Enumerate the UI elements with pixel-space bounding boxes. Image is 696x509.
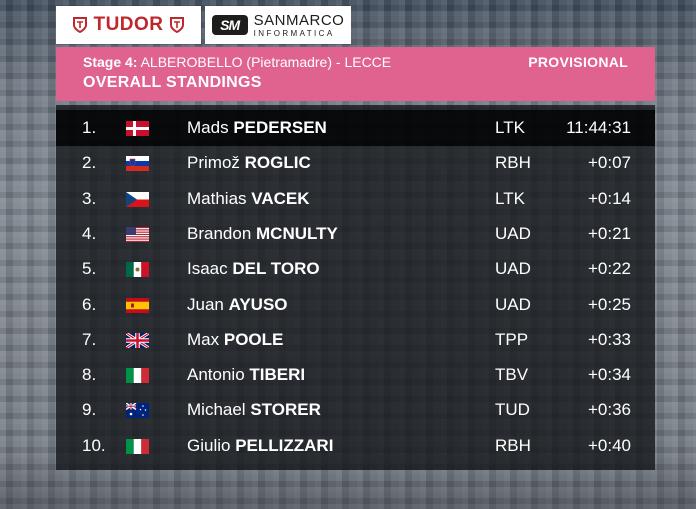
tudor-shield-icon [73,17,88,33]
table-row: 8. Antonio TIBERI TBV +0:34 [56,357,655,393]
rank-position: 2. [82,153,97,172]
sponsor-bar: TUDOR SM SANMARCO INFORMATICA [56,6,351,44]
rider-last-name: POOLE [223,330,284,349]
team-code: TBV [495,365,529,384]
rider-first-name: Max [187,330,220,349]
time-gap: +0:14 [587,189,631,208]
rank-position: 8. [82,365,97,384]
rider-first-name: Mathias [187,189,247,208]
rider-name: Max POOLE [187,322,283,358]
time-gap: +0:36 [587,400,631,419]
rider-name: Primož ROGLIC [187,145,311,181]
rank-position: 6. [82,295,97,314]
rider-last-name: AYUSO [228,295,288,314]
rider-first-name: Giulio [187,436,231,455]
australia-flag-icon [126,403,149,418]
rider-last-name: MCNULTY [256,224,338,243]
time-gap: 11:44:31 [566,118,631,137]
denmark-flag-icon [126,121,149,136]
usa-flag-icon [126,227,149,242]
uk-flag-icon [126,333,149,348]
table-row: 5. Isaac DEL TORO UAD +0:22 [56,251,655,287]
table-row: 7. Max POOLE TPP +0:33 [56,322,655,358]
czechia-flag-icon [126,192,149,207]
table-row: 3. Mathias VACEK LTK +0:14 [56,181,655,217]
rider-name: Mads PEDERSEN [187,110,327,146]
tudor-logo: TUDOR [56,6,201,44]
time-gap: +0:33 [587,330,631,349]
standings-table: 1. Mads PEDERSEN LTK 11:44:31 2. Primož ROGLI… [56,105,655,470]
rider-name: Giulio PELLIZZARI [187,428,333,464]
rank-position: 4. [82,224,97,243]
team-code: UAD [495,259,531,278]
time-gap: +0:07 [587,153,631,172]
italy-flag-icon [126,368,149,383]
team-code: UAD [495,224,531,243]
italy-flag-icon [126,439,149,454]
table-row: 10. Giulio PELLIZZARI RBH +0:40 [56,428,655,464]
rider-name: Michael STORER [187,392,321,428]
rider-last-name: VACEK [251,189,310,208]
rider-first-name: Isaac [187,259,228,278]
rider-last-name: PELLIZZARI [235,436,334,455]
rank-position: 10. [82,436,106,455]
slovenia-flag-icon [126,156,149,171]
time-gap: +0:22 [587,259,631,278]
time-gap: +0:34 [587,365,631,384]
rider-first-name: Brandon [187,224,252,243]
stage-info: Stage 4: ALBEROBELLO (Pietramadre) - LEC… [83,54,391,71]
team-code: LTK [495,118,525,137]
stage-label: Stage 4: [83,54,138,70]
rider-first-name: Juan [187,295,224,314]
team-code: TUD [495,400,530,419]
rider-first-name: Mads [187,118,229,137]
table-row: 2. Primož ROGLIC RBH +0:07 [56,145,655,181]
tudor-shield-icon [169,17,184,33]
team-code: UAD [495,295,531,314]
rank-position: 7. [82,330,97,349]
table-row: 9. Michael STORER TUD +0:36 [56,392,655,428]
rider-name: Isaac DEL TORO [187,251,320,287]
sanmarco-subtitle: INFORMATICA [253,28,335,38]
tudor-logo-text: TUDOR [93,14,164,35]
rank-position: 1. [82,118,97,137]
rider-last-name: TIBERI [249,365,306,384]
rider-last-name: DEL TORO [232,259,320,278]
page-title: OVERALL STANDINGS [83,74,262,91]
rank-position: 9. [82,400,97,419]
sanmarco-logo: SM SANMARCO INFORMATICA [205,6,351,44]
table-row: 1. Mads PEDERSEN LTK 11:44:31 [56,110,655,146]
rider-last-name: ROGLIC [244,153,311,172]
team-code: RBH [495,153,531,172]
time-gap: +0:40 [587,436,631,455]
spain-flag-icon [126,298,149,313]
rider-first-name: Michael [187,400,246,419]
rider-first-name: Antonio [187,365,245,384]
rider-last-name: STORER [250,400,321,419]
team-code: TPP [495,330,529,349]
time-gap: +0:21 [587,224,631,243]
standings-header: Stage 4: ALBEROBELLO (Pietramadre) - LEC… [56,47,655,101]
rank-position: 3. [82,189,97,208]
sanmarco-mark-icon: SM [211,15,248,35]
table-row: 6. Juan AYUSO UAD +0:25 [56,287,655,323]
team-code: LTK [495,189,525,208]
status-badge: PROVISIONAL [528,54,628,70]
rider-name: Brandon MCNULTY [187,216,338,252]
mexico-flag-icon [126,262,149,277]
table-row: 4. Brandon MCNULTY UAD +0:21 [56,216,655,252]
rider-first-name: Primož [187,153,240,172]
rank-position: 5. [82,259,97,278]
team-code: RBH [495,436,531,455]
time-gap: +0:25 [587,295,631,314]
rider-last-name: PEDERSEN [233,118,327,137]
rider-name: Juan AYUSO [187,287,288,323]
rider-name: Mathias VACEK [187,181,310,217]
sanmarco-name: SANMARCO [253,11,345,29]
rider-name: Antonio TIBERI [187,357,305,393]
stage-route: ALBEROBELLO (Pietramadre) - LECCE [140,54,392,70]
